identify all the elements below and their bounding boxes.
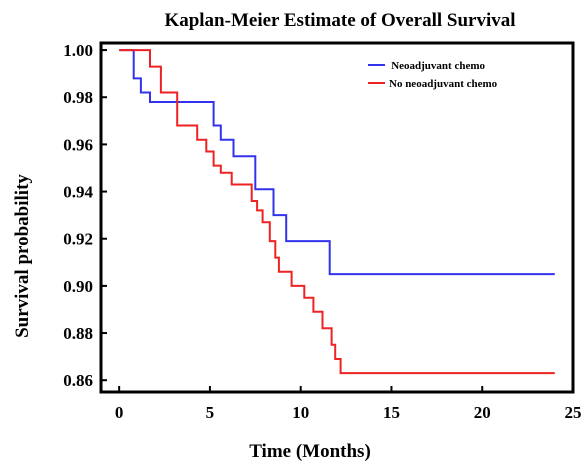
y-tick-label: 0.86: [63, 371, 93, 390]
y-tick-label: 0.90: [63, 277, 93, 296]
y-tick-label: 0.96: [63, 135, 93, 154]
x-tick-label: 0: [115, 403, 124, 422]
legend-label-no-neoadjuvant: No neoadjuvant chemo: [389, 78, 498, 90]
y-tick-label: 0.94: [63, 183, 93, 202]
chart-title: Kaplan-Meier Estimate of Overall Surviva…: [164, 10, 515, 31]
series-line-0: [119, 49, 555, 276]
x-axis-label: Time (Months): [249, 441, 371, 462]
x-tick-label: 5: [206, 403, 215, 422]
y-axis-label: Survival probability: [12, 174, 33, 338]
y-tick-label: 1.00: [63, 41, 93, 60]
x-tick-label: 15: [383, 403, 400, 422]
plot-frame: [99, 41, 575, 394]
y-tick-label: 0.98: [63, 88, 93, 107]
ticks-layer: 0 5 10 15 20 25 0.86 0.88 0.90 0.92 0.94 0.96 0.98 1.…: [63, 41, 581, 422]
series-line-1: [119, 49, 555, 375]
x-tick-label: 25: [565, 403, 582, 422]
legend-label-neoadjuvant: Neoadjuvant chemo: [389, 60, 486, 72]
series-layer: [119, 49, 555, 375]
x-tick-label: 20: [474, 403, 491, 422]
y-tick-label: 0.92: [63, 230, 93, 249]
y-tick-label: 0.88: [63, 324, 93, 343]
x-tick-label: 10: [292, 403, 309, 422]
legend: Neoadjuvant chemo No neoadjuvant chemo: [368, 60, 498, 90]
